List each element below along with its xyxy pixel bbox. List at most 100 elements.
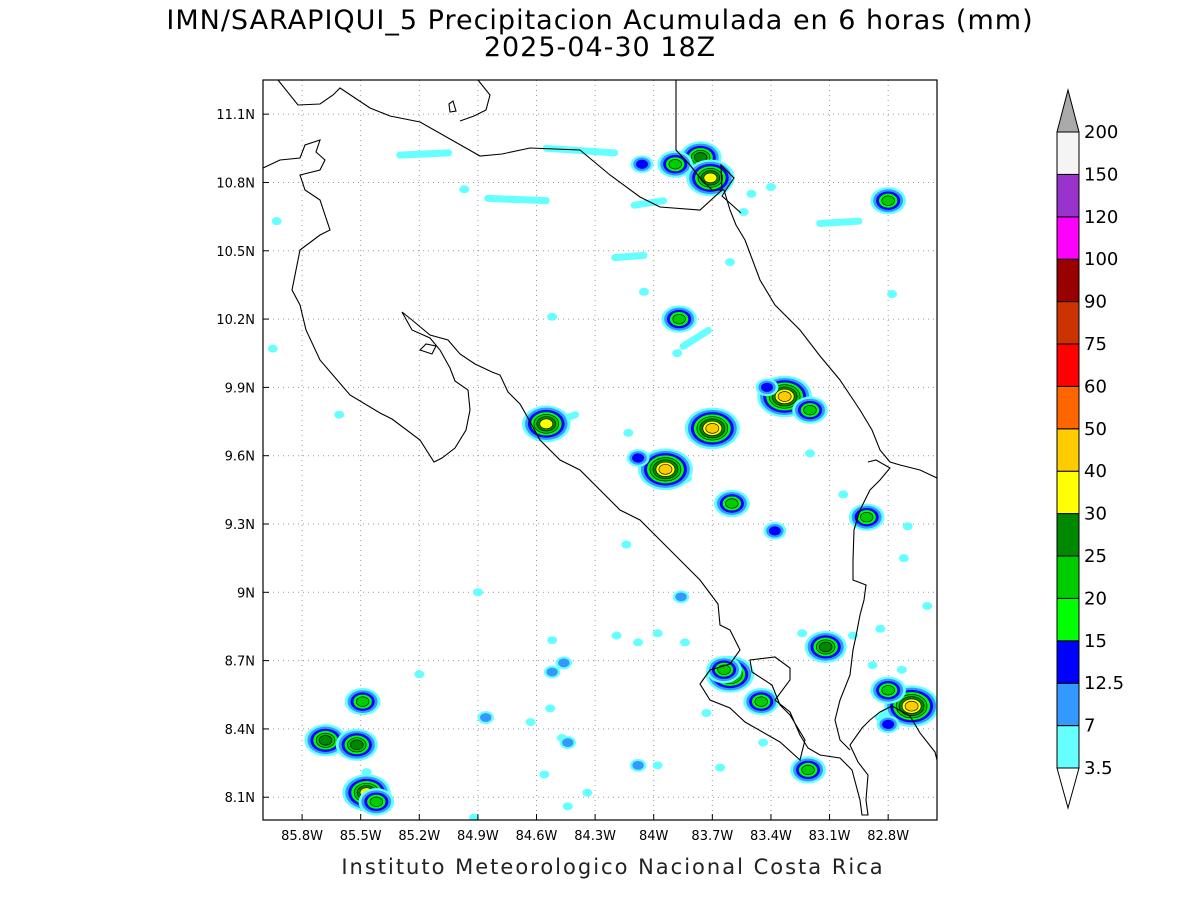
- map-title: IMN/SARAPIQUI_5 Precipitacion Acumulada …: [166, 5, 1034, 36]
- precip-speck: [805, 449, 816, 458]
- precip-speck: [902, 522, 913, 531]
- lon-tick-label: 83.4W: [750, 829, 792, 844]
- precip-speck: [896, 665, 907, 674]
- colorbar-swatch: [1056, 513, 1080, 557]
- precip-band: [484, 194, 550, 205]
- precip-cell: [626, 449, 650, 467]
- precip-cell: [661, 305, 697, 333]
- colorbar-swatch: [1056, 343, 1080, 387]
- precip-speck: [361, 768, 372, 777]
- precip-cell: [559, 736, 576, 749]
- precip-cell: [790, 756, 826, 784]
- colorbar-label: 90: [1084, 292, 1107, 313]
- lon-tick-label: 84W: [639, 829, 669, 844]
- precip-band: [679, 326, 712, 350]
- lon-tick-label: 83.1W: [809, 829, 851, 844]
- precip-speck: [459, 185, 470, 194]
- colorbar-swatch: [1056, 258, 1080, 303]
- lon-tick-label: 85.5W: [340, 829, 382, 844]
- colorbar-swatch: [1056, 682, 1080, 727]
- colorbar-label: 150: [1084, 164, 1118, 185]
- lat-tick-label: 10.8N: [216, 176, 255, 191]
- colorbar-swatch: [1056, 216, 1080, 260]
- colorbar-label: 20: [1084, 588, 1107, 609]
- precip-cell: [870, 676, 906, 704]
- precip-speck: [652, 629, 663, 638]
- precip-speck: [525, 718, 536, 727]
- colorbar-legend: 3.5 7 12.5 15 20 25 30 40 50 60 75 90 100 120 150 200: [1056, 88, 1124, 810]
- precip-band: [396, 149, 453, 159]
- precip-speck: [547, 312, 558, 321]
- longitude-axis: 85.8W 85.5W 85.2W 84.9W 84.6W 84.3W 84W 83.7W 83…: [281, 814, 909, 844]
- precip-speck: [623, 428, 634, 437]
- precip-speck: [545, 704, 556, 713]
- lon-tick-label: 84.6W: [516, 829, 558, 844]
- colorbar-label: 60: [1084, 376, 1107, 397]
- latitude-axis: 11.1N 10.8N 10.5N 10.2N 9.9N 9.6N 9.3N 9N 8.7N 8.…: [216, 108, 269, 806]
- precip-speck: [679, 638, 690, 647]
- lon-tick-label: 84.9W: [457, 829, 499, 844]
- map-subtitle-date: 2025-04-30 18Z: [483, 32, 717, 63]
- precip-cell: [555, 656, 573, 670]
- precip-speck: [738, 208, 749, 217]
- lat-tick-label: 10.2N: [216, 313, 255, 328]
- precip-cell: [714, 489, 750, 518]
- precip-cell: [876, 715, 900, 734]
- lat-tick-label: 9.6N: [225, 450, 255, 465]
- colorbar-swatch: [1056, 470, 1080, 515]
- precip-speck: [758, 738, 769, 747]
- precip-cell: [870, 187, 906, 215]
- lat-tick-label: 8.7N: [225, 655, 255, 670]
- precip-speck: [267, 344, 278, 353]
- precip-speck: [715, 763, 726, 772]
- precip-cell: [706, 656, 742, 684]
- precipitation-field: [267, 141, 937, 820]
- lat-tick-label: 9N: [237, 586, 255, 601]
- precip-cell: [630, 155, 654, 174]
- precip-cell: [763, 522, 787, 540]
- precip-speck: [621, 540, 632, 549]
- colorbar-label: 100: [1084, 249, 1118, 270]
- precip-speck: [875, 624, 886, 633]
- precip-speck: [633, 638, 644, 647]
- colorbar-label: 25: [1084, 546, 1107, 567]
- precip-cell: [638, 448, 693, 491]
- precip-speck: [724, 258, 735, 267]
- colorbar-swatch: [1056, 428, 1080, 472]
- footer-credit: Instituto Meteorologico Nacional Costa R…: [341, 855, 885, 879]
- colorbar-label: 7: [1084, 716, 1095, 737]
- colorbar-upper-arrow: [1056, 88, 1080, 133]
- colorbar-label: 40: [1084, 461, 1107, 482]
- colorbar-label: 15: [1084, 631, 1107, 652]
- colorbar-label: 50: [1084, 419, 1107, 440]
- colorbar-swatch: [1056, 173, 1080, 218]
- precip-cell: [358, 788, 395, 816]
- lon-tick-label: 83.7W: [691, 829, 733, 844]
- lon-tick-label: 82.8W: [867, 829, 909, 844]
- precip-speck: [887, 290, 898, 299]
- precip-cell: [672, 590, 690, 604]
- colorbar-swatch: [1056, 597, 1080, 642]
- precip-cell: [629, 758, 647, 772]
- precip-cell: [304, 724, 347, 757]
- precip-cell: [522, 405, 571, 443]
- precip-speck: [271, 217, 282, 226]
- precip-band: [611, 251, 648, 262]
- lon-tick-label: 85.8W: [281, 829, 323, 844]
- precip-speck: [547, 636, 558, 645]
- colorbar-label: 12.5: [1084, 673, 1124, 694]
- colorbar-swatch: [1056, 301, 1080, 345]
- precip-cell: [848, 503, 885, 531]
- lat-tick-label: 8.4N: [225, 723, 255, 738]
- precip-speck: [638, 287, 649, 296]
- precip-speck: [701, 708, 712, 717]
- lat-tick-label: 8.1N: [225, 791, 255, 806]
- precip-cell: [743, 688, 779, 716]
- precip-speck: [672, 349, 683, 358]
- lat-tick-label: 9.9N: [225, 381, 255, 396]
- colorbar-swatch: [1056, 385, 1080, 430]
- colorbar-swatch: [1056, 725, 1080, 769]
- lon-tick-label: 84.3W: [574, 829, 616, 844]
- precip-speck: [414, 670, 425, 679]
